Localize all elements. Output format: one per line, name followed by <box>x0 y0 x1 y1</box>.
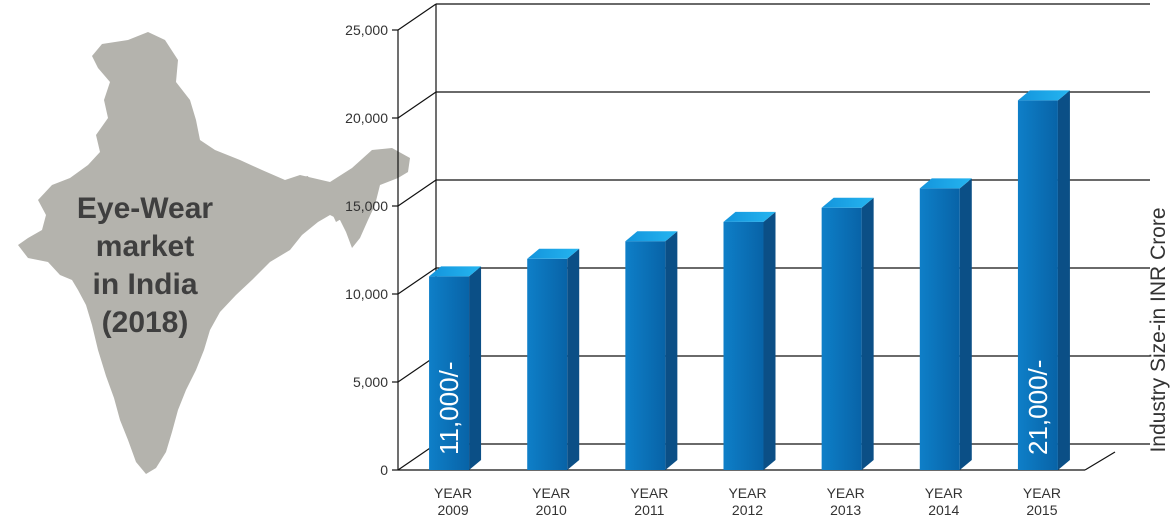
bar-side-face <box>469 266 482 470</box>
bar-top-face <box>429 266 482 277</box>
x-tick-label: 2011 <box>634 502 664 518</box>
bar-top-face <box>723 211 776 222</box>
grid-diagonal <box>397 3 437 31</box>
bar-front-face <box>821 207 862 470</box>
x-tick-label: 2015 <box>1026 502 1057 518</box>
bar-front-face <box>919 188 960 470</box>
bar <box>919 178 972 470</box>
bar-data-label: 11,000/- <box>434 362 464 455</box>
grid-diagonal <box>397 91 437 119</box>
floor-edge <box>1084 451 1116 471</box>
x-tick-label: YEAR <box>434 485 472 501</box>
x-tick-label: 2009 <box>437 502 468 518</box>
x-category-labels: YEAR2009YEAR2010YEAR2011YEAR2012YEAR2013… <box>434 485 1061 518</box>
bar <box>723 211 776 470</box>
bar-side-face <box>861 197 874 470</box>
bar <box>625 231 678 470</box>
bar <box>821 197 874 470</box>
x-tick-label: YEAR <box>925 485 963 501</box>
x-tick-label: 2010 <box>536 502 567 518</box>
bar-top-face <box>919 178 972 189</box>
bar <box>1017 90 1070 471</box>
bar <box>429 266 482 470</box>
y-tick-label: 15,000 <box>345 198 388 214</box>
bar-side-face <box>959 178 972 470</box>
y-tick-label: 5,000 <box>353 374 388 390</box>
bar-side-face <box>763 211 776 470</box>
x-tick-label: YEAR <box>728 485 766 501</box>
x-tick-label: YEAR <box>630 485 668 501</box>
y-tick-label: 10,000 <box>345 286 388 302</box>
grid-diagonal <box>397 179 437 207</box>
y-axis-title: Industry Size-in INR Crore <box>1147 207 1170 452</box>
x-tick-label: 2014 <box>928 502 959 518</box>
map-title-line: market <box>95 230 195 263</box>
map-title-line: Eye-Wear <box>76 192 214 225</box>
map-title-line: in India <box>92 268 198 301</box>
x-tick-label: 2012 <box>732 502 763 518</box>
bar-top-face <box>1017 90 1070 101</box>
bar-front-face <box>625 241 666 470</box>
bar-side-face <box>567 248 580 470</box>
y-tick-labels: 0 5,000 10,000 15,000 20,000 25,000 <box>345 22 388 478</box>
bar-top-face <box>527 248 580 259</box>
bar-front-face <box>527 258 568 470</box>
y-tick-label: 0 <box>380 462 388 478</box>
y-tick-label: 20,000 <box>345 110 388 126</box>
x-tick-label: YEAR <box>1023 485 1061 501</box>
x-tick-label: YEAR <box>532 485 570 501</box>
grid-diagonal <box>397 267 437 295</box>
map-title-line: (2018) <box>101 306 189 339</box>
bar-front-face <box>1017 100 1058 471</box>
india-map-panel: Eye-Wear market in India (2018) <box>0 0 430 520</box>
india-map-shape <box>18 32 410 474</box>
bar-top-face <box>625 231 678 242</box>
bar-front-face <box>723 221 764 470</box>
map-title: Eye-Wear market in India (2018) <box>40 190 250 342</box>
bar-side-face <box>1057 90 1070 471</box>
bar-top-face <box>821 197 874 208</box>
bar <box>527 248 580 470</box>
bar-side-face <box>665 231 678 470</box>
bar-data-label: 21,000/- <box>1023 360 1053 455</box>
x-tick-label: 2013 <box>830 502 861 518</box>
y-tick-label: 25,000 <box>345 22 388 38</box>
bar-front-face <box>429 276 470 470</box>
x-tick-label: YEAR <box>827 485 865 501</box>
bars-layer: 11,000/- 21,000/- <box>429 90 1070 471</box>
